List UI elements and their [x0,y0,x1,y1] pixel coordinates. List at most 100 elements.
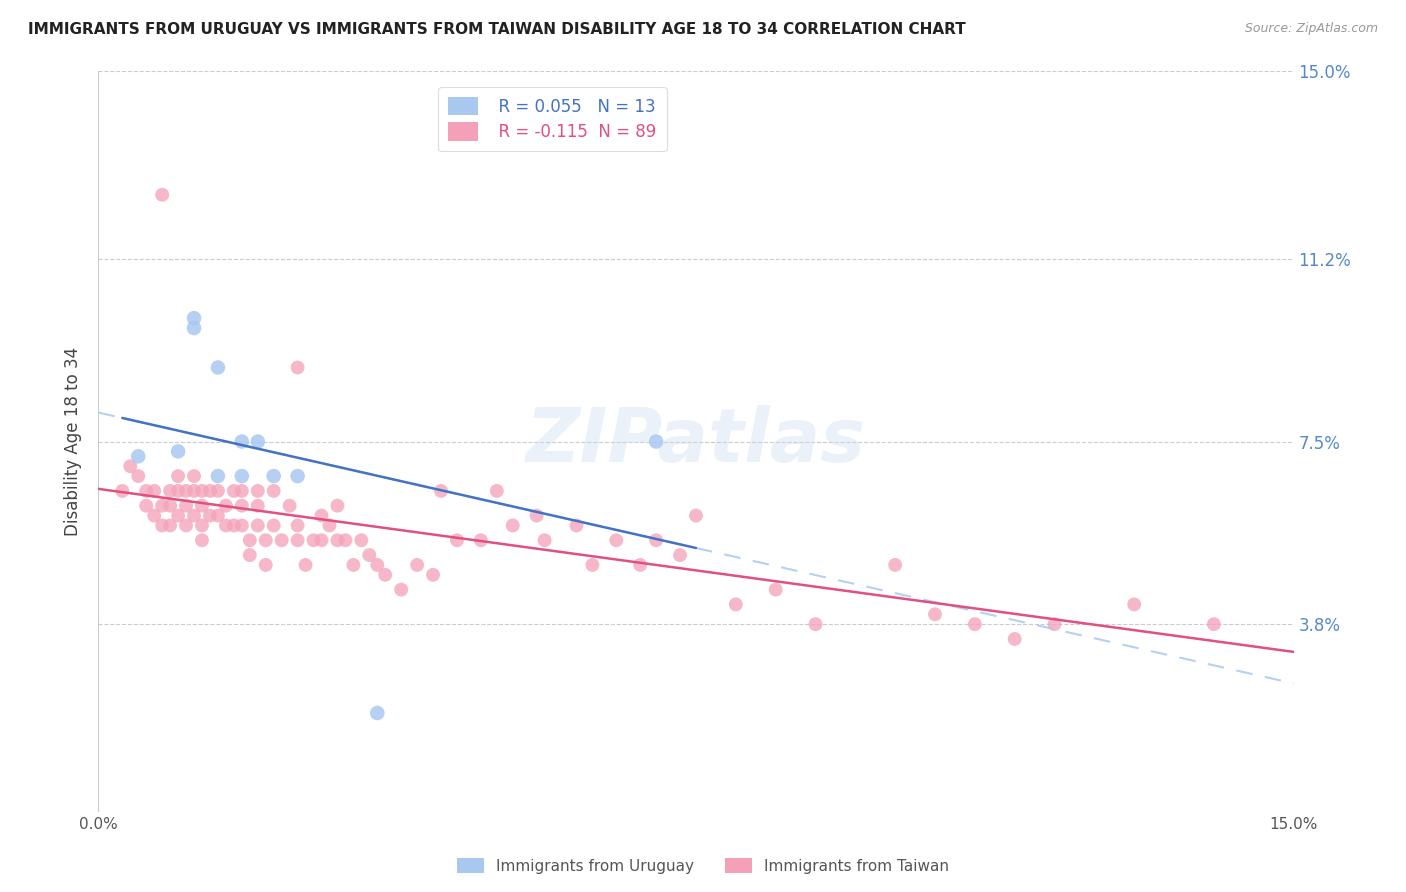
Point [159,499,181,513]
Point [287,533,309,548]
Text: IMMIGRANTS FROM URUGUAY VS IMMIGRANTS FROM TAIWAN DISABILITY AGE 18 TO 34 CORREL: IMMIGRANTS FROM URUGUAY VS IMMIGRANTS FR… [28,22,966,37]
Point [287,360,309,375]
Point [254,558,277,572]
Point [231,483,253,498]
Point [446,533,468,548]
Point [533,533,555,548]
Point [231,499,253,513]
Point [430,483,453,498]
Point [263,483,285,498]
Point [565,518,588,533]
Point [183,311,205,326]
Point [685,508,707,523]
Point [263,469,285,483]
Point [884,558,907,572]
Point [963,617,986,632]
Point [302,533,325,548]
Y-axis label: Disability Age 18 to 34: Disability Age 18 to 34 [65,347,83,536]
Point [127,450,149,464]
Point [167,508,190,523]
Point [581,558,603,572]
Point [318,518,340,533]
Point [278,499,301,513]
Point [350,533,373,548]
Point [628,558,651,572]
Point [174,499,197,513]
Point [526,508,548,523]
Point [246,483,269,498]
Point [422,567,444,582]
Point [191,483,214,498]
Point [502,518,524,533]
Point [254,533,277,548]
Point [1123,598,1146,612]
Point [222,483,245,498]
Point [143,483,166,498]
Point [326,533,349,548]
Point [326,499,349,513]
Point [335,533,357,548]
Point [389,582,412,597]
Point [724,598,747,612]
Point [1043,617,1066,632]
Point [1004,632,1026,646]
Point [669,548,692,562]
Point [342,558,364,572]
Legend:   R = 0.055   N = 13,   R = -0.115  N = 89: R = 0.055 N = 13, R = -0.115 N = 89 [439,87,666,151]
Point [135,499,157,513]
Point [127,469,149,483]
Point [804,617,827,632]
Point [120,459,142,474]
Point [311,533,333,548]
Point [174,518,197,533]
Point [191,533,214,548]
Point [231,434,253,449]
Point [645,533,668,548]
Point [485,483,508,498]
Point [183,483,205,498]
Point [366,558,388,572]
Point [470,533,492,548]
Point [183,321,205,335]
Legend: Immigrants from Uruguay, Immigrants from Taiwan: Immigrants from Uruguay, Immigrants from… [450,852,956,880]
Point [207,360,229,375]
Point [159,483,181,498]
Point [231,518,253,533]
Point [174,483,197,498]
Point [366,706,388,720]
Point [287,469,309,483]
Point [207,508,229,523]
Point [270,533,292,548]
Point [159,518,181,533]
Point [207,483,229,498]
Point [150,518,173,533]
Point [183,469,205,483]
Point [239,533,262,548]
Point [605,533,627,548]
Text: Source: ZipAtlas.com: Source: ZipAtlas.com [1244,22,1378,36]
Point [645,434,668,449]
Point [406,558,429,572]
Point [294,558,316,572]
Point [191,499,214,513]
Point [246,518,269,533]
Point [311,508,333,523]
Point [1202,617,1225,632]
Point [239,548,262,562]
Point [111,483,134,498]
Point [374,567,396,582]
Point [287,518,309,533]
Point [150,499,173,513]
Point [207,469,229,483]
Point [191,518,214,533]
Point [222,518,245,533]
Point [246,499,269,513]
Point [183,508,205,523]
Point [143,508,166,523]
Point [135,483,157,498]
Point [167,444,190,458]
Point [765,582,787,597]
Point [150,187,173,202]
Point [924,607,946,622]
Point [167,469,190,483]
